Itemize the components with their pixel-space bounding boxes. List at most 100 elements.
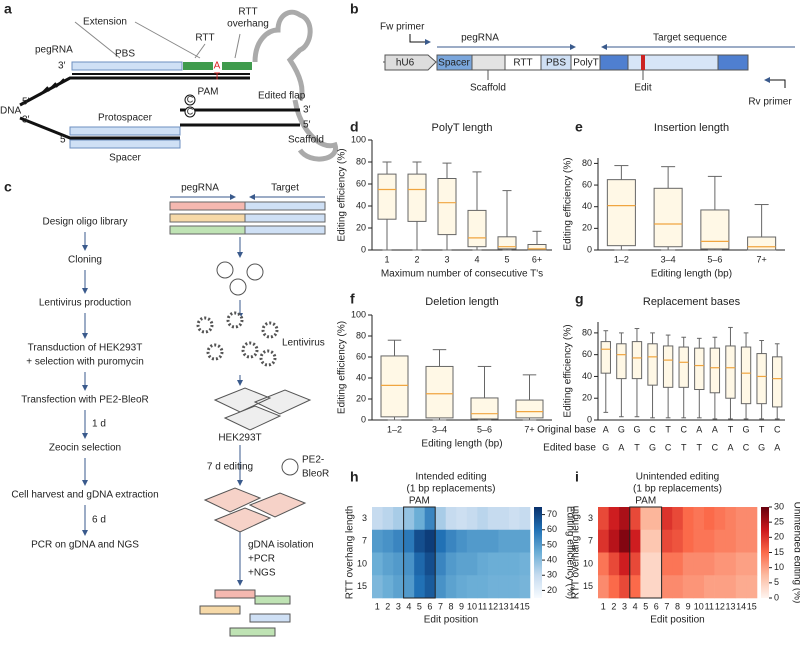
label: Scaffold	[470, 83, 506, 94]
colorbar-label: Editing efficiency (%)	[564, 506, 575, 599]
y-tick-label: 0	[361, 244, 366, 254]
diagram-shape	[254, 595, 291, 605]
label: 3′	[22, 115, 30, 126]
heatmap-cell	[508, 552, 520, 576]
x-tick-label: A	[696, 424, 702, 434]
y-tick-label: 40	[356, 200, 366, 210]
x-tick-label: 15	[520, 601, 530, 611]
heatmap-cell	[619, 575, 631, 599]
heatmap-cell	[519, 552, 531, 576]
heatmap-cell	[435, 507, 447, 531]
diagram-shape	[241, 341, 259, 359]
colorbar-tick-label: 20	[774, 532, 784, 542]
box	[616, 343, 627, 380]
x-tick-label: 1	[375, 601, 380, 611]
chart-title: Intended editing	[415, 472, 486, 483]
x-tick-label: 13	[499, 601, 509, 611]
heatmap-cell	[445, 575, 457, 599]
heatmap-cell	[403, 507, 415, 531]
heatmap-cell	[735, 529, 747, 553]
diagram-shape	[184, 106, 196, 118]
diagram-shape	[199, 605, 241, 615]
x-tick-label: C	[649, 424, 656, 434]
label: 5′	[60, 135, 68, 146]
heatmap-cell	[519, 507, 531, 531]
colorbar	[534, 507, 542, 598]
x-tick-label: T	[759, 424, 765, 434]
heatmap-cell	[682, 575, 694, 599]
x-tick-label: G	[602, 442, 609, 452]
diagram-shape	[244, 213, 326, 223]
heatmap-cell	[672, 575, 684, 599]
box	[740, 346, 752, 405]
heatmap-cell	[456, 507, 468, 531]
x-tick-label: 4	[406, 601, 411, 611]
heatmap-cell	[629, 507, 641, 531]
heatmap-cell	[598, 575, 609, 599]
box	[653, 187, 683, 248]
x-tick-label: 7	[664, 601, 669, 611]
heatmap-cell	[487, 552, 499, 576]
label: Spacer	[438, 58, 470, 69]
heatmap-cell	[414, 575, 425, 599]
heatmap-cell	[477, 507, 489, 531]
y-tick-label: 20	[356, 393, 366, 403]
heatmap-cell	[725, 507, 737, 531]
y-tick-label: 0	[587, 244, 592, 254]
diagram-shape	[134, 21, 201, 59]
y-axis-label: RTT overhang length	[571, 506, 582, 600]
x-tick-label: 1	[601, 601, 606, 611]
y-tick-label: 40	[356, 372, 366, 382]
x-axis-label: Editing length (bp)	[651, 269, 732, 280]
label: Edit	[634, 83, 651, 94]
diagram-shape	[292, 99, 338, 162]
heatmap-cell	[629, 552, 641, 576]
interval: 6 d	[92, 515, 106, 526]
x-tick-label: 4	[474, 254, 479, 264]
diagram-shape	[252, 9, 313, 102]
diagram-shape	[194, 43, 206, 59]
x-axis-label: Editing length (bp)	[421, 439, 502, 450]
heatmap-cell	[693, 507, 705, 531]
box	[497, 236, 517, 250]
box	[527, 244, 547, 251]
diagram-shape	[213, 387, 312, 431]
y-tick-label: 40	[582, 371, 592, 381]
label: Fw primer	[380, 22, 425, 33]
heatmap-cell	[640, 552, 652, 576]
heatmap-cell	[393, 507, 404, 531]
x-tick-label: 11	[705, 601, 714, 611]
y-tick-label: 100	[351, 309, 366, 319]
y-tick-label: 0	[587, 414, 592, 424]
x-tick-label: C	[774, 424, 781, 434]
heatmap-cell	[725, 552, 737, 576]
heatmap-cell	[424, 507, 436, 531]
label: +PCR	[248, 554, 275, 565]
heatmap-cell	[466, 575, 478, 599]
diagram-shape	[599, 54, 629, 71]
heatmap-cell	[714, 575, 726, 599]
colorbar-tick-label: 5	[774, 577, 779, 587]
heatmap-cell	[372, 507, 383, 531]
heatmap-cell	[382, 552, 394, 576]
heatmap-cell	[393, 552, 404, 576]
diagram-shape	[19, 76, 250, 107]
heatmap-cell	[456, 529, 468, 553]
heatmap-cell	[498, 507, 510, 531]
x-tick-label: 3	[622, 601, 627, 611]
label: Spacer	[109, 153, 141, 164]
heatmap-cell	[661, 552, 673, 576]
label: PolyT	[573, 58, 599, 69]
panel-label: b	[350, 1, 359, 17]
heatmap-cell	[629, 529, 641, 553]
y-axis-label: Editing efficiency (%)	[563, 157, 574, 250]
colorbar-tick-label: 30	[547, 570, 557, 580]
diagram-shape	[471, 54, 506, 71]
heatmap-cell	[735, 507, 747, 531]
heatmap-cell	[608, 529, 620, 553]
heatmap-cell	[746, 575, 758, 599]
label: pegRNA	[35, 45, 73, 56]
heatmap-cell	[598, 552, 609, 576]
heatmap-cell	[424, 552, 436, 576]
heatmap-cell	[466, 507, 478, 531]
